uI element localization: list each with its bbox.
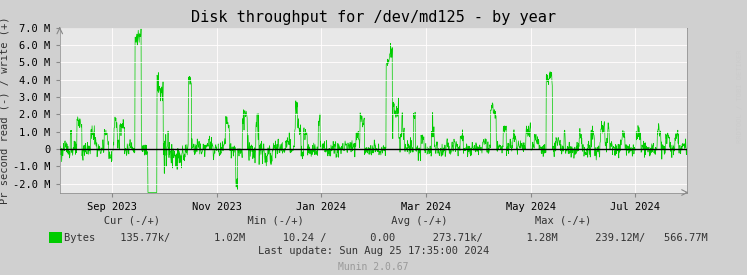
Text: Munin 2.0.67: Munin 2.0.67 <box>338 262 409 271</box>
Text: Bytes    135.77k/       1.02M      10.24 /       0.00      273.71k/       1.28M : Bytes 135.77k/ 1.02M 10.24 / 0.00 273.71… <box>64 233 708 243</box>
Text: RRDTOOL / TOBI OETIKER: RRDTOOL / TOBI OETIKER <box>737 50 743 143</box>
Text: Last update: Sun Aug 25 17:35:00 2024: Last update: Sun Aug 25 17:35:00 2024 <box>258 246 489 256</box>
Y-axis label: Pr second read (-) / write (+): Pr second read (-) / write (+) <box>0 16 9 204</box>
Text: Cur (-/+)              Min (-/+)              Avg (-/+)              Max (-/+): Cur (-/+) Min (-/+) Avg (-/+) Max (-/+) <box>60 216 591 226</box>
Title: Disk throughput for /dev/md125 - by year: Disk throughput for /dev/md125 - by year <box>191 10 556 25</box>
